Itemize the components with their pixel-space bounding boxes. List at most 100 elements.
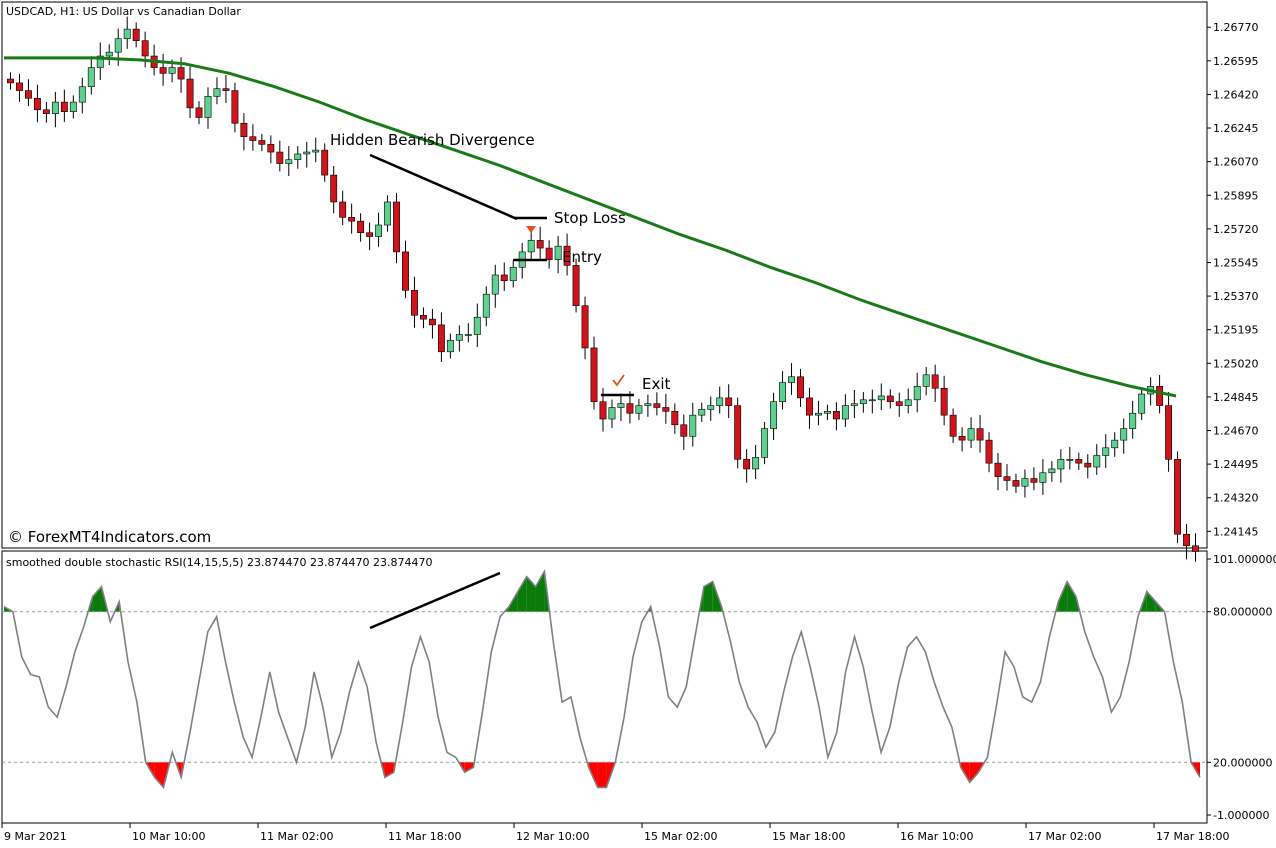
candle-body — [850, 403, 858, 406]
candle-body — [590, 347, 598, 403]
oversold-fill — [464, 762, 474, 773]
candle-body — [1039, 472, 1047, 483]
candle-body — [994, 462, 1002, 477]
indicator-tick-label: 101.000000 — [1213, 553, 1276, 566]
candle-body — [877, 395, 885, 401]
candle-body — [473, 316, 481, 335]
candle-body — [303, 151, 311, 155]
candle-body — [1192, 545, 1199, 552]
candle-body — [1021, 478, 1029, 487]
candle-body — [662, 407, 670, 412]
candle-body — [563, 245, 571, 266]
x-tick-label: 17 Mar 18:00 — [1156, 830, 1229, 843]
candle-body — [375, 224, 383, 237]
candle-body — [114, 38, 122, 53]
candle-body — [25, 90, 32, 99]
candle-body — [78, 86, 86, 103]
x-tick-label: 15 Mar 02:00 — [644, 830, 717, 843]
candle-body — [330, 174, 338, 203]
divergence-line-indicator — [369, 571, 501, 630]
indicator-y-axis: 101.000000 80.000000 20.000000 -1.000000 — [1207, 553, 1276, 822]
price-tick-label: 1.26770 — [1213, 21, 1259, 34]
stoch-rsi-line — [3, 569, 1201, 790]
candle-body — [384, 201, 391, 226]
candle-body — [832, 411, 840, 420]
price-tick-label: 1.26420 — [1213, 88, 1259, 101]
price-tick-label: 1.25370 — [1213, 290, 1259, 303]
candle-body — [752, 457, 760, 470]
price-y-axis: 1.26770 1.26595 1.26420 1.26245 1.26070 1.258… — [1207, 21, 1259, 538]
price-tick-label: 1.26070 — [1213, 156, 1259, 169]
candle-body — [195, 107, 203, 118]
candle-body — [698, 409, 706, 416]
candle-body — [402, 251, 409, 291]
overbought-fill — [535, 571, 545, 612]
candle-body — [411, 290, 418, 316]
price-tick-label: 1.26245 — [1213, 122, 1259, 135]
candle-body — [958, 435, 966, 441]
candle-body — [16, 82, 23, 91]
overbought-fill — [1146, 591, 1156, 612]
candle-body — [491, 274, 499, 295]
price-tick-label: 1.24320 — [1213, 492, 1259, 505]
price-tick-label: 1.25895 — [1213, 189, 1259, 202]
moving-average — [4, 56, 1177, 398]
overbought-fill — [1067, 581, 1076, 612]
candle-body — [455, 334, 463, 341]
candle-body — [1183, 533, 1190, 547]
candle-body — [60, 101, 68, 113]
candle-body — [689, 414, 697, 437]
candle-body — [1165, 405, 1173, 460]
overbought-fill — [526, 576, 536, 612]
watermark: © ForexMT4Indicators.com — [8, 528, 211, 546]
candle-body — [285, 159, 293, 164]
candle-body — [1138, 393, 1146, 414]
annotation-entry: Entry — [562, 248, 602, 266]
price-tick-label: 1.25020 — [1213, 357, 1259, 370]
annotation-stop-loss: Stop Loss — [554, 209, 626, 227]
candle-body — [868, 399, 876, 402]
ma-line — [4, 56, 1177, 398]
candle-body — [222, 88, 230, 91]
candle-body — [87, 67, 95, 88]
candle-body — [69, 101, 77, 113]
candle-body — [527, 240, 535, 253]
candle-body — [1012, 480, 1020, 487]
candle-body — [258, 140, 266, 145]
candle-body — [1057, 459, 1065, 470]
candle-body — [294, 153, 302, 161]
x-tick-label: 10 Mar 10:00 — [132, 830, 205, 843]
indicator-line — [3, 569, 1201, 790]
candle-body — [231, 90, 239, 124]
candle-body — [1111, 439, 1119, 449]
candle-body — [96, 55, 104, 68]
candle-body — [841, 405, 849, 420]
price-tick-label: 1.25720 — [1213, 223, 1259, 236]
candle-body — [599, 401, 607, 420]
candle-body — [608, 407, 616, 420]
overbought-fill — [92, 586, 102, 612]
candle-body — [617, 403, 625, 408]
candle-body — [33, 97, 41, 111]
candle-body — [105, 51, 113, 57]
x-tick-label: 16 Mar 10:00 — [900, 830, 973, 843]
candle-body — [886, 395, 894, 403]
candle-body — [1174, 459, 1181, 535]
candle-body — [806, 397, 813, 416]
oversold-fill — [384, 762, 394, 778]
candle-body — [51, 101, 59, 114]
price-tick-label: 1.25545 — [1213, 256, 1259, 269]
divergence-line-price — [369, 153, 518, 221]
candle-body — [1093, 455, 1101, 468]
candle-body — [509, 266, 517, 282]
candle-body — [437, 324, 445, 353]
price-tick-label: 1.24845 — [1213, 391, 1259, 404]
price-panel — [1, 1, 1208, 549]
candle-body — [644, 403, 652, 406]
candle-body — [788, 376, 795, 383]
candle-body — [770, 401, 778, 429]
candle-body — [904, 399, 912, 406]
price-chart-title: USDCAD, H1: US Dollar vs Canadian Dollar — [6, 5, 241, 18]
candle-body — [267, 144, 275, 153]
